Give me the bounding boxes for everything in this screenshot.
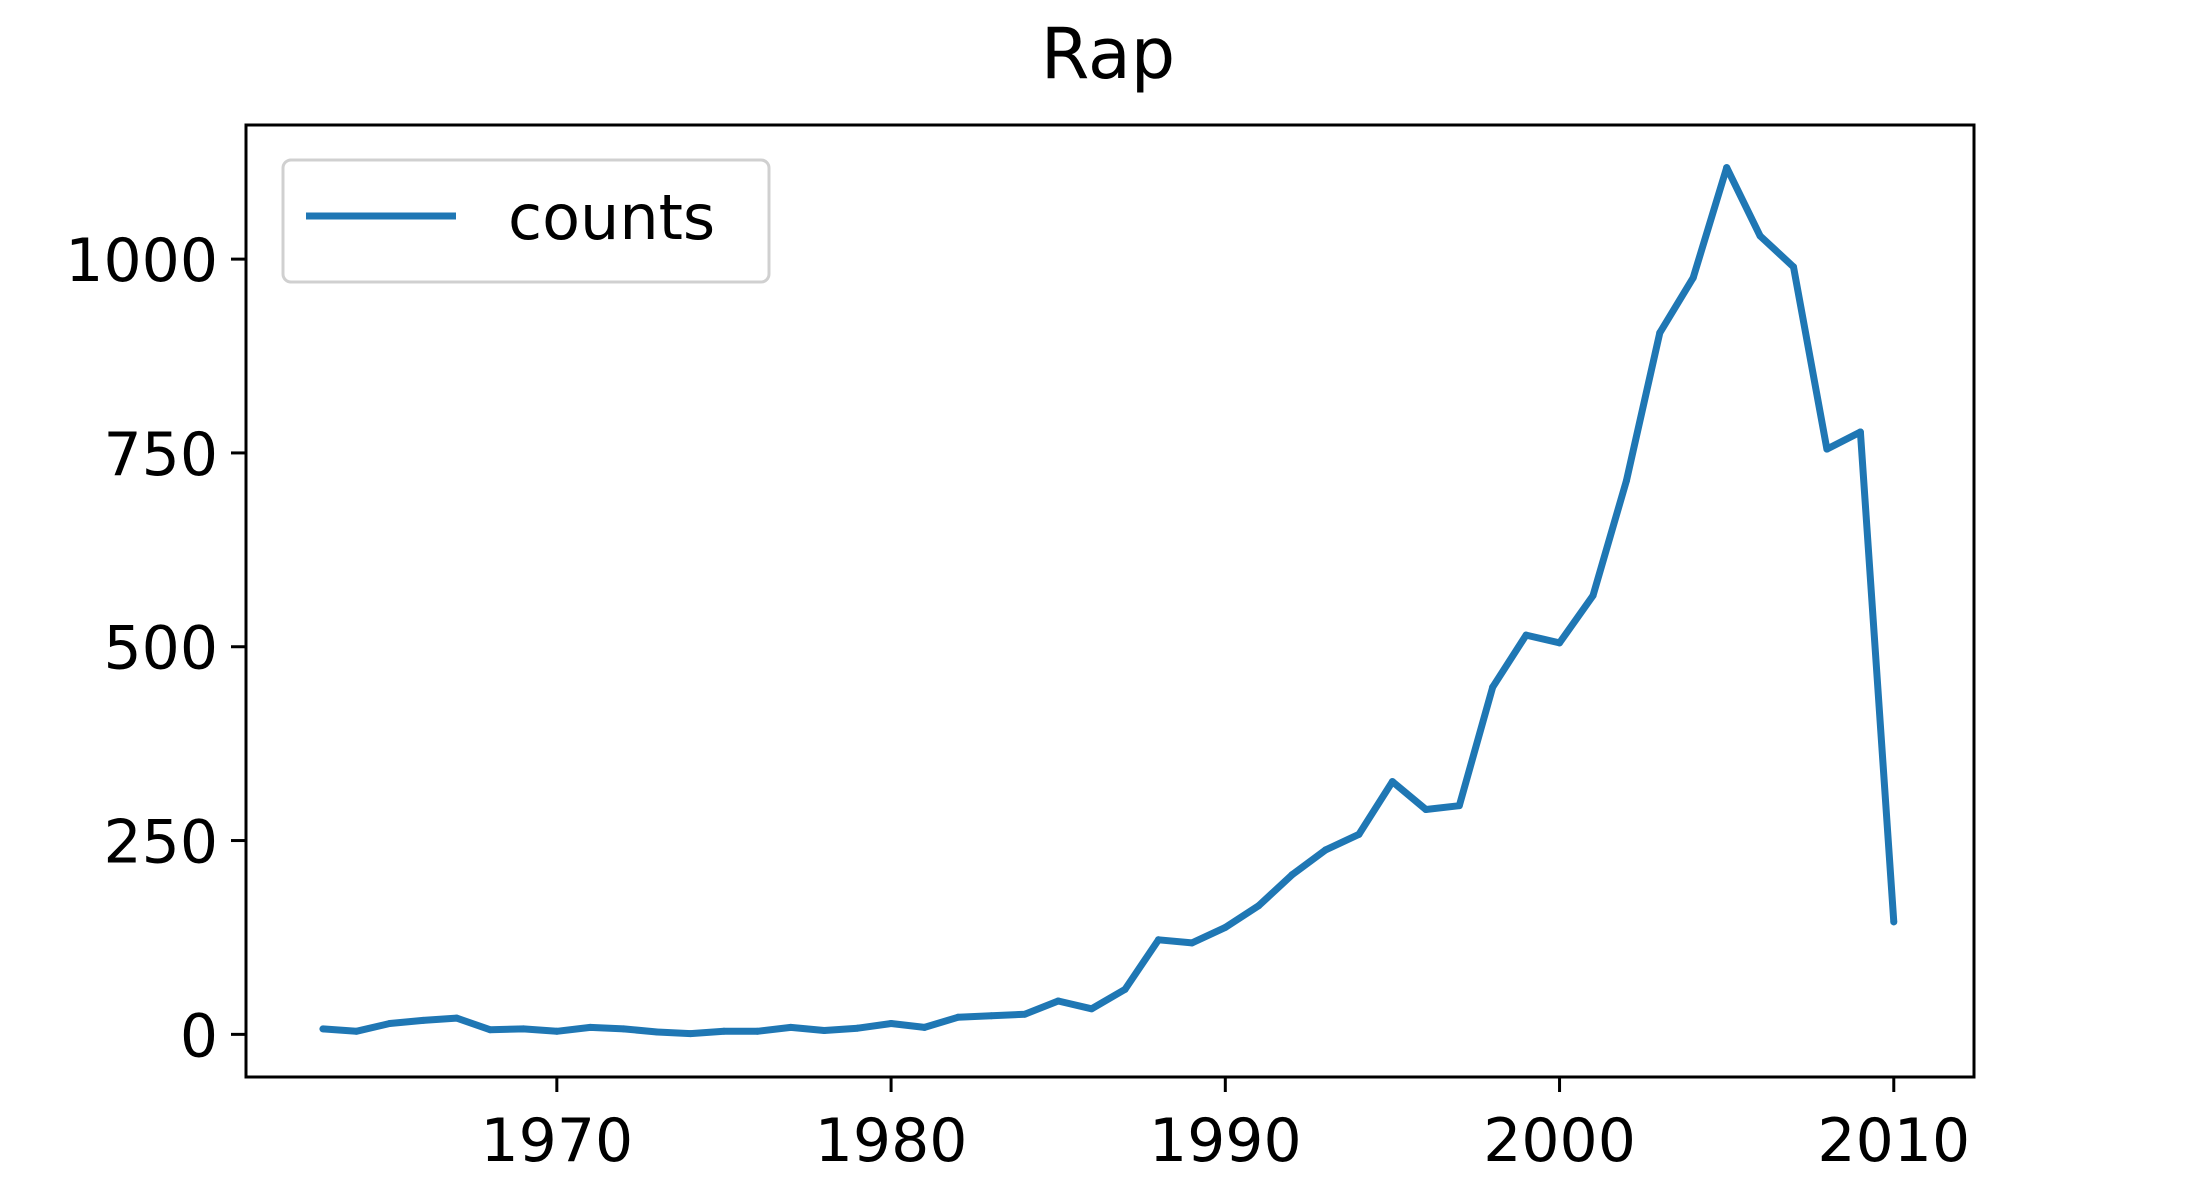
data-point xyxy=(1188,939,1196,947)
data-point xyxy=(1121,985,1129,993)
series-points-counts xyxy=(319,164,1898,1038)
data-point xyxy=(1088,1005,1096,1013)
data-point xyxy=(620,1025,628,1033)
chart-title: Rap xyxy=(1041,13,1175,95)
data-point xyxy=(1054,997,1062,1005)
data-point xyxy=(386,1020,394,1028)
data-point xyxy=(1288,871,1296,879)
data-point xyxy=(1790,263,1798,271)
data-point xyxy=(1388,778,1396,786)
x-tick-label: 1970 xyxy=(480,1106,633,1176)
data-point xyxy=(1355,830,1363,838)
legend-label-counts: counts xyxy=(508,181,715,254)
data-point xyxy=(887,1020,895,1028)
data-point xyxy=(1622,477,1630,485)
data-point xyxy=(987,1012,995,1020)
data-point xyxy=(419,1016,427,1024)
data-point xyxy=(720,1027,728,1035)
data-point xyxy=(486,1026,494,1034)
series-line-counts xyxy=(322,164,1898,1038)
data-point xyxy=(553,1027,561,1035)
data-point xyxy=(687,1030,695,1038)
x-tick-label: 2000 xyxy=(1483,1106,1636,1176)
data-point xyxy=(1422,806,1430,814)
data-point xyxy=(1823,445,1831,453)
data-point xyxy=(1656,329,1664,337)
data-point xyxy=(653,1028,661,1036)
data-point xyxy=(1255,902,1263,910)
data-point xyxy=(1689,274,1697,282)
y-tick-label: 750 xyxy=(103,420,218,490)
data-point xyxy=(854,1024,862,1032)
data-point xyxy=(1723,164,1731,172)
data-point xyxy=(1856,428,1864,436)
data-point xyxy=(519,1025,527,1033)
data-point xyxy=(586,1023,594,1031)
data-point xyxy=(954,1013,962,1021)
x-axis: 1970 1980 1990 2000 2010 xyxy=(480,1077,1970,1176)
data-point xyxy=(319,1025,327,1033)
x-tick-label: 1980 xyxy=(815,1106,968,1176)
plot-area-frame xyxy=(244,123,1976,1079)
y-axis: 0 250 500 750 1000 xyxy=(65,226,246,1071)
x-tick-label: 1990 xyxy=(1149,1106,1302,1176)
data-point xyxy=(920,1023,928,1031)
data-point xyxy=(1890,918,1898,926)
data-point xyxy=(753,1027,761,1035)
data-point xyxy=(1556,639,1564,647)
x-tick-label: 2010 xyxy=(1817,1106,1970,1176)
data-point xyxy=(1489,683,1497,691)
data-point xyxy=(453,1014,461,1022)
data-point xyxy=(1522,631,1530,639)
data-point xyxy=(787,1023,795,1031)
y-tick-label: 500 xyxy=(103,614,218,684)
y-tick-label: 0 xyxy=(180,1001,218,1071)
data-point xyxy=(1589,592,1597,600)
y-tick-label: 250 xyxy=(103,808,218,878)
y-tick-label: 1000 xyxy=(65,226,218,296)
data-point xyxy=(1756,232,1764,240)
data-point xyxy=(1455,802,1463,810)
data-point xyxy=(1221,923,1229,931)
data-point xyxy=(1154,936,1162,944)
data-point xyxy=(1021,1010,1029,1018)
data-point xyxy=(352,1027,360,1035)
legend: counts xyxy=(281,158,771,284)
data-point xyxy=(1322,846,1330,854)
legend-box xyxy=(281,158,771,284)
data-point xyxy=(820,1026,828,1034)
